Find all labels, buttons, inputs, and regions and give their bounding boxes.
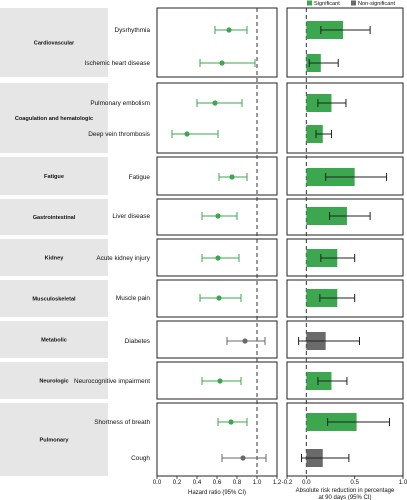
category-bg	[0, 157, 108, 195]
arr-panel-frame	[286, 361, 404, 400]
arr-axis-title-line: at 90 days (95% CI)	[318, 495, 371, 500]
category-label: Kidney	[45, 256, 65, 262]
hr-point	[216, 295, 222, 301]
hr-axis-title: Hazard ratio (95% CI)	[188, 490, 246, 496]
category-bg	[0, 403, 108, 476]
hazard-ratio-panel	[171, 8, 267, 476]
hr-panel-frame	[156, 402, 278, 477]
hr-point	[240, 455, 246, 461]
outcome-label: Dysrhythmia	[114, 27, 150, 34]
arr-panel-frame	[286, 320, 404, 359]
hr-panel-frame	[156, 7, 278, 78]
arr-tick-label: 1.0	[399, 479, 407, 486]
hr-panel-frame	[156, 82, 278, 154]
outcome-label: Ischemic heart disease	[85, 60, 151, 67]
arr-bar	[306, 207, 347, 225]
arr-tick-label: -0.2	[282, 479, 293, 486]
outcome-label: Liver disease	[112, 213, 150, 220]
hr-point	[184, 131, 190, 137]
hr-tick-label: 1.0	[253, 479, 262, 486]
legend-swatch	[351, 0, 356, 6]
arr-axis-title-line: Absolute risk reduction in percentage	[296, 488, 395, 494]
arr-panel-frame	[286, 7, 404, 78]
hr-point	[212, 100, 218, 106]
category-bg	[0, 321, 108, 358]
arr-axis-title: Absolute risk reduction in percentage at …	[296, 488, 395, 500]
category-bg	[0, 83, 108, 153]
outcome-label: Deep vein thrombosis	[88, 131, 150, 138]
outcome-label: Neurocognitive impairment	[74, 378, 150, 385]
legend-label: Non-significant	[358, 1, 395, 7]
hr-panel-frame	[156, 279, 278, 318]
hr-point	[242, 338, 248, 344]
outcome-label: Acute kidney injury	[96, 255, 150, 262]
hr-tick-label: 0.2	[173, 479, 182, 486]
legend: Significant Non-significant	[307, 0, 395, 7]
arr-panel-frame	[286, 156, 404, 196]
arr-tick-label: 0.5	[350, 479, 359, 486]
hr-point	[217, 378, 223, 384]
arr-bar	[306, 125, 323, 143]
hr-tick-label: 0.6	[213, 479, 222, 486]
category-bg	[0, 280, 108, 317]
arr-tick-label: 0.0	[302, 479, 311, 486]
arr-panel-frame	[286, 279, 404, 318]
outcome-label: Muscle pain	[116, 295, 151, 302]
hr-tick-label: 0.4	[193, 479, 202, 486]
outcome-label: Cough	[131, 455, 150, 462]
outcome-label: Shortness of breath	[94, 419, 150, 426]
outcome-label: Diabetes	[125, 338, 150, 345]
hr-point	[226, 27, 232, 33]
outcome-label: Pulmonary embolism	[90, 100, 150, 107]
category-bg	[0, 362, 108, 399]
hr-tick-label: 0.0	[153, 479, 162, 486]
category-label: Cardiovascular	[34, 41, 75, 47]
hr-panel-frame	[156, 361, 278, 400]
category-label: Neurologic	[39, 379, 68, 385]
legend-label: Significant	[314, 1, 340, 7]
outcome-label: Fatigue	[129, 174, 151, 181]
category-label: Coagulation and hematologic	[15, 116, 93, 122]
hr-point	[215, 213, 221, 219]
hr-panel-frame	[156, 198, 278, 236]
hr-panel-frame	[156, 238, 278, 277]
category-bg	[0, 239, 108, 276]
hr-panel-frame	[156, 156, 278, 196]
arr-panel-frame	[286, 198, 404, 236]
arr-panel-frame	[286, 82, 404, 154]
arr-panel-frame	[286, 402, 404, 477]
category-bg	[0, 199, 108, 235]
category-label: Fatigue	[44, 174, 64, 180]
category-label: Pulmonary	[40, 438, 70, 444]
hr-tick-label: 1.2	[273, 479, 282, 486]
risk-reduction-panel	[298, 8, 390, 476]
hr-point	[228, 419, 234, 425]
category-label: Musculoskeletal	[32, 297, 76, 303]
category-bg	[0, 8, 108, 77]
hr-tick-label: 0.8	[233, 479, 242, 486]
legend-swatch	[307, 0, 312, 6]
category-label: Metabolic	[41, 338, 67, 344]
category-labels: Cardiovascular Coagulation and hematologi…	[15, 41, 93, 444]
arr-panel-frame	[286, 238, 404, 277]
category-label: Gastrointestinal	[33, 215, 76, 221]
axes: 0.0 0.2 0.4 0.6 0.8 1.0 1.2 -0.2 0.0 0.5 1.0 Hazard…	[153, 476, 407, 500]
hr-panel-frame	[156, 320, 278, 359]
outcome-labels: Dysrhythmia Ischemic heart disease Pulmona…	[74, 27, 151, 462]
hr-point	[229, 174, 235, 180]
hr-point	[215, 255, 221, 261]
category-backgrounds	[0, 8, 108, 476]
panel-frames	[156, 7, 404, 477]
hr-point	[219, 60, 225, 66]
